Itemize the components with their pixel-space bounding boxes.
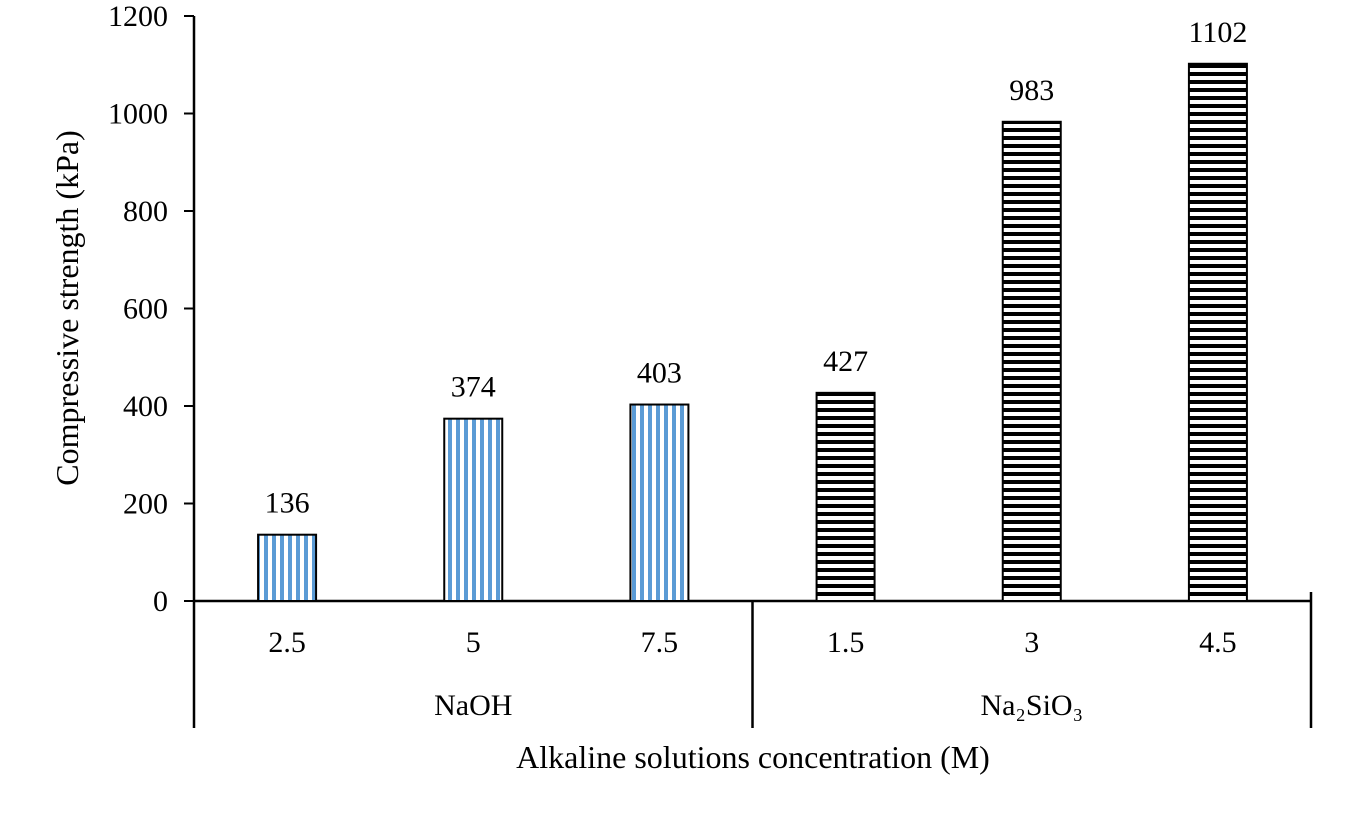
y-tick-label: 1200 [108,0,168,33]
bars [257,62,1248,603]
bar [1187,62,1248,602]
data-label: 1102 [1188,16,1247,49]
labels: 0 200 400 600 800 1000 1200 NaOH Na₂SiO₃ 2.5 136 5 3… [108,0,1247,722]
data-label: 427 [823,345,868,378]
group-label: NaOH [434,689,512,722]
y-tick-label: 0 [153,585,168,618]
data-label: 403 [637,357,682,390]
group-label: Na₂SiO₃ [980,689,1083,722]
bar [257,533,318,603]
bar [1001,120,1062,602]
bar [815,391,876,602]
x-tick-label: 1.5 [827,626,865,659]
data-label: 136 [265,487,310,520]
data-label: 983 [1009,74,1054,107]
y-tick-label: 400 [123,390,168,423]
y-axis-title: Compressive strength (kPa) [49,130,85,486]
x-tick-label: 3 [1024,626,1039,659]
y-tick-label: 800 [123,195,168,228]
x-axis-title: Alkaline solutions concentration (M) [516,739,990,775]
y-tick-label: 1000 [108,98,168,131]
x-tick-label: 7.5 [641,626,679,659]
x-tick-label: 5 [466,626,481,659]
axes [184,15,1313,728]
y-tick-label: 200 [123,488,168,521]
y-tick-label: 600 [123,293,168,326]
bar [629,403,690,602]
x-tick-label: 4.5 [1199,626,1237,659]
x-tick-label: 2.5 [268,626,306,659]
bar [443,417,504,602]
data-label: 374 [451,371,496,404]
